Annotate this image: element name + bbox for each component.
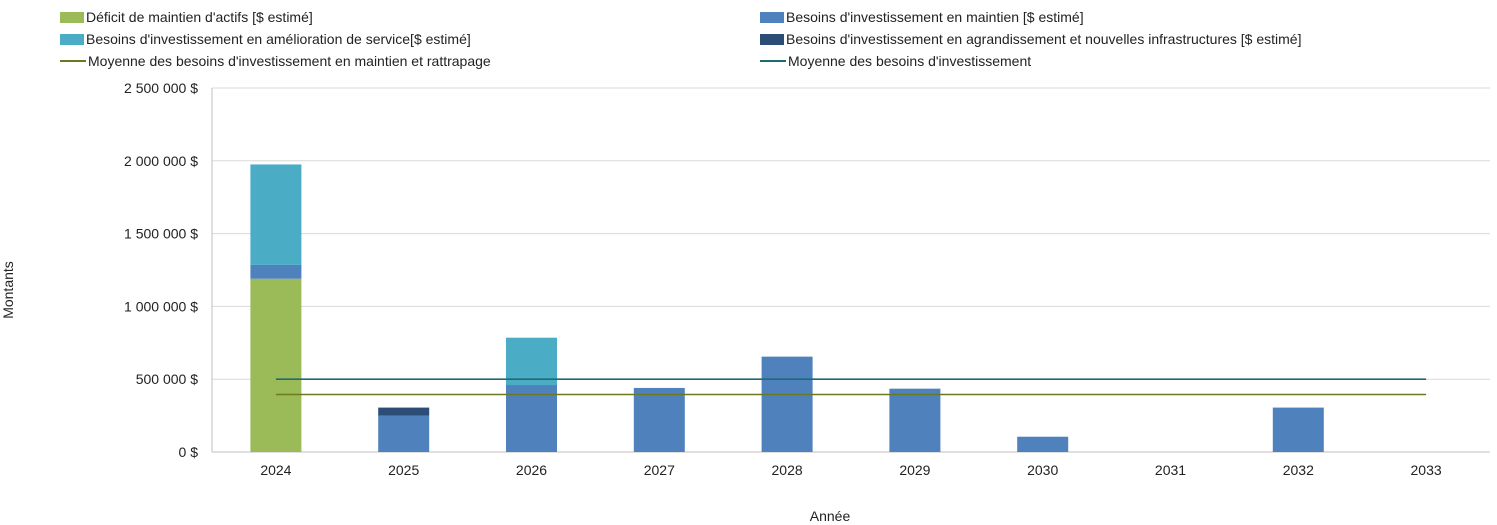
bar-segment [506, 385, 557, 452]
legend-label-moyenne-maintien: Moyenne des besoins d'investissement en … [88, 53, 491, 69]
x-tick-label: 2029 [899, 462, 930, 478]
x-axis-label: Année [809, 508, 851, 524]
legend-label-agrandissement: Besoins d'investissement en agrandisseme… [786, 31, 1302, 47]
bar-segment [889, 388, 941, 452]
bar-segment [250, 164, 302, 265]
bar-segment [633, 387, 685, 452]
x-tick-label: 2031 [1155, 462, 1186, 478]
legend-swatch-agrandissement [760, 33, 784, 45]
x-tick-label: 2025 [388, 462, 419, 478]
legend-swatch-amelioration [60, 33, 84, 45]
x-tick-label: 2026 [516, 462, 547, 478]
bar-segment [250, 264, 302, 279]
legend-swatch-maintien [760, 11, 784, 23]
bar-segment [506, 337, 557, 386]
y-axis-label: Montants [0, 261, 16, 319]
legend-label-maintien: Besoins d'investissement en maintien [$ … [786, 9, 1084, 25]
bar-segment [250, 278, 302, 452]
bar-segment [1017, 436, 1069, 452]
legend-item-moyenne-maintien: Moyenne des besoins d'investissement en … [60, 52, 491, 70]
bar-segment [1272, 407, 1324, 452]
legend-swatch-deficit [60, 11, 84, 23]
chart-legend: Déficit de maintien d'actifs [$ estimé] … [0, 0, 1497, 76]
y-tick-label: 1 500 000 $ [124, 226, 198, 242]
y-tick-label: 500 000 $ [136, 371, 198, 387]
y-tick-label: 0 $ [179, 444, 199, 460]
y-tick-label: 1 000 000 $ [124, 298, 198, 314]
bar-segment [378, 415, 430, 452]
bar-segment [761, 356, 813, 452]
y-tick-label: 2 000 000 $ [124, 153, 198, 169]
x-tick-label: 2024 [260, 462, 291, 478]
legend-line-moyenne [760, 60, 786, 62]
x-tick-label: 2030 [1027, 462, 1058, 478]
x-tick-label: 2032 [1283, 462, 1314, 478]
legend-label-amelioration: Besoins d'investissement en amélioration… [86, 31, 471, 47]
bar-segment [378, 407, 430, 416]
x-tick-label: 2033 [1411, 462, 1442, 478]
legend-item-deficit: Déficit de maintien d'actifs [$ estimé] [60, 8, 313, 26]
legend-label-moyenne: Moyenne des besoins d'investissement [788, 53, 1032, 69]
legend-item-amelioration: Besoins d'investissement en amélioration… [60, 30, 471, 48]
legend-item-maintien: Besoins d'investissement en maintien [$ … [760, 8, 1084, 26]
x-tick-label: 2028 [772, 462, 803, 478]
legend-label-deficit: Déficit de maintien d'actifs [$ estimé] [86, 9, 313, 25]
legend-item-moyenne: Moyenne des besoins d'investissement [760, 52, 1031, 70]
x-tick-label: 2027 [644, 462, 675, 478]
legend-line-moyenne-maintien [60, 60, 86, 62]
y-tick-label: 2 500 000 $ [124, 80, 198, 96]
legend-item-agrandissement: Besoins d'investissement en agrandisseme… [760, 30, 1301, 48]
